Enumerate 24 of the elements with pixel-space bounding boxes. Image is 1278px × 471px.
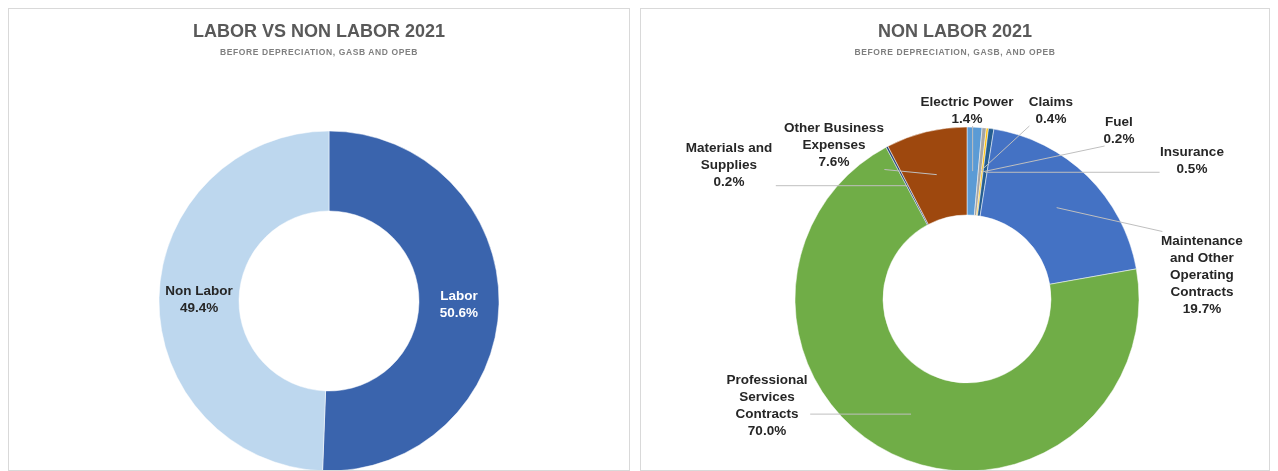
chart-title: NON LABOR 2021 (876, 21, 1033, 42)
data-label: 0.4% (1035, 110, 1067, 125)
data-label: 0.2% (713, 173, 745, 189)
slice-label: Labor (440, 287, 479, 303)
data-label: 1.4% (951, 110, 983, 125)
slice-label: Maintenance and Other Operating Contracts (1161, 232, 1244, 299)
slice-label: Materials and Supplies (685, 139, 773, 172)
slice-label: Insurance (1160, 143, 1225, 158)
chart-subtitle: BEFORE DEPRECIATION, GASB, AND OPEB (853, 47, 1057, 59)
data-label: 0.5% (1176, 160, 1208, 175)
slice-label: Electric Power (920, 93, 1015, 108)
data-label: 0.2% (1103, 130, 1135, 145)
slice-label: Claims (1028, 93, 1074, 108)
slice-label: Professional Services Contracts (726, 371, 808, 420)
slice-label: Fuel (1105, 113, 1133, 128)
data-label: 70.0% (747, 422, 787, 437)
slice-label: Non Labor (165, 282, 234, 298)
chart-title: LABOR VS NON LABOR 2021 (191, 21, 446, 42)
slice-label: Other Business Expenses (784, 119, 884, 152)
data-label: 49.4% (179, 299, 219, 315)
data-label: 50.6% (439, 304, 479, 320)
data-label: 19.7% (1182, 300, 1222, 316)
chart-subtitle: BEFORE DEPRECIATION, GASB AND OPEB (219, 47, 419, 59)
data-label: 7.6% (818, 153, 850, 169)
